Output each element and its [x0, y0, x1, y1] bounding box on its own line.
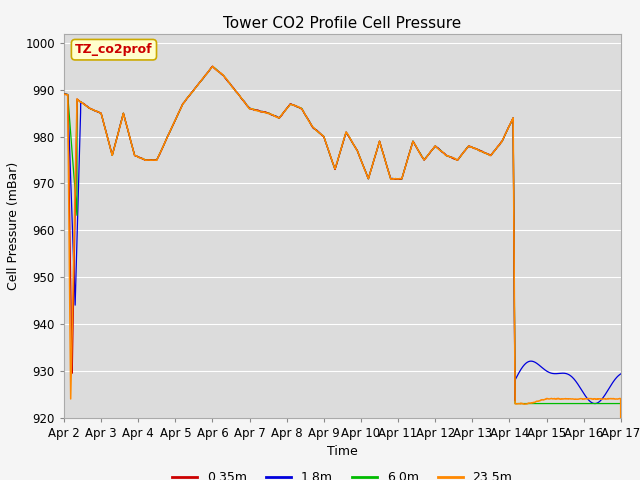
Y-axis label: Cell Pressure (mBar): Cell Pressure (mBar) — [7, 161, 20, 290]
Legend: 0.35m, 1.8m, 6.0m, 23.5m: 0.35m, 1.8m, 6.0m, 23.5m — [167, 466, 518, 480]
Title: Tower CO2 Profile Cell Pressure: Tower CO2 Profile Cell Pressure — [223, 16, 461, 31]
X-axis label: Time: Time — [327, 445, 358, 458]
Text: TZ_co2prof: TZ_co2prof — [75, 43, 153, 56]
